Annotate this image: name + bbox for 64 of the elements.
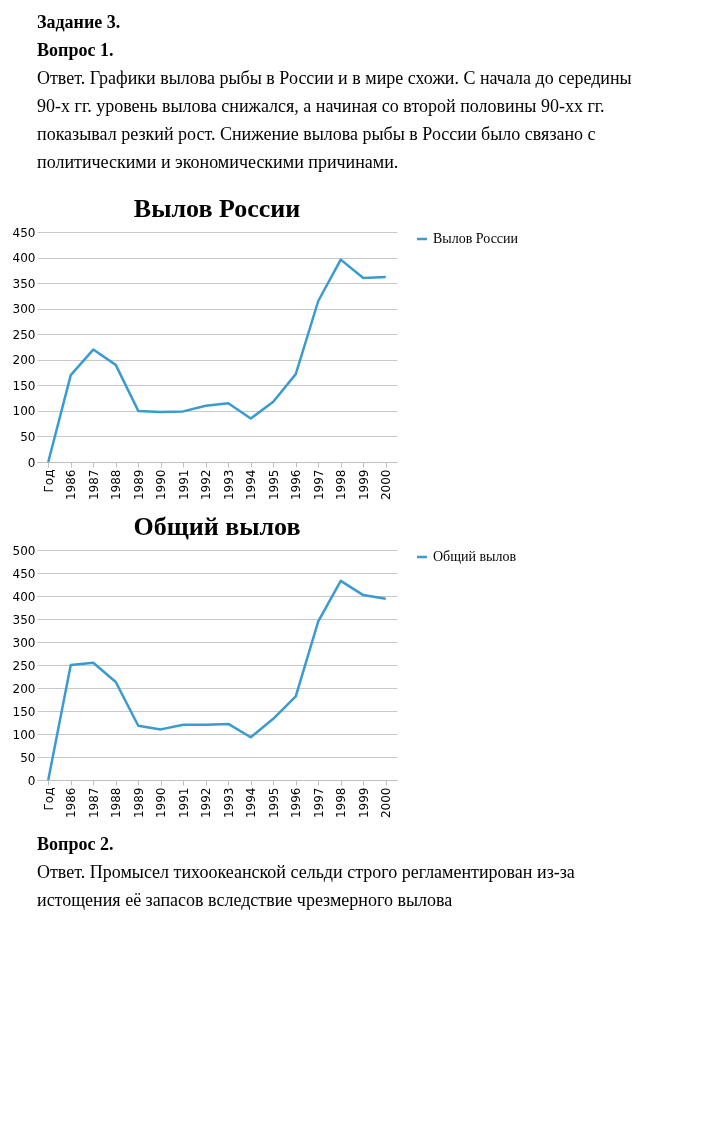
x-tick-label: 1990 (154, 469, 169, 501)
x-tick-label: 1987 (86, 787, 101, 819)
text: Ответ. Промысел тихоокеанской сельди строго регламентирован из-за истощения её запасов вследствие чрезмерного вылова (37, 862, 575, 910)
y-tick-label: 100 (12, 727, 36, 742)
x-tick-label: 1997 (311, 787, 326, 819)
x-tick-label: 1993 (221, 469, 236, 501)
x-tick-label: 1999 (356, 787, 371, 819)
y-tick-label: 450 (12, 566, 36, 581)
x-tick-label: Год (41, 469, 56, 493)
legend-label: Вылов России (433, 231, 519, 246)
x-tick-label: 2000 (379, 469, 394, 501)
x-tick-label: 1991 (176, 469, 191, 501)
text: Ответ. Графики вылова рыбы в России и в мире схожи. С начала до середины 90-х гг. уровень вылова снижался, а начиная со второй половины 90-хх гг. показывал резкий рост. Снижение вылова рыбы в России было связано с политическими и экономическими причинами. (37, 68, 632, 172)
y-tick-label: 200 (12, 681, 36, 696)
y-tick-label: 250 (12, 658, 36, 673)
y-tick-label: 50 (20, 429, 36, 444)
y-tick-label: 100 (12, 404, 36, 419)
x-tick-label: 1998 (334, 787, 349, 819)
y-tick-label: 150 (12, 378, 36, 393)
x-tick-label: 1998 (334, 469, 349, 501)
x-tick-label: 1992 (199, 787, 214, 819)
y-tick-label: 300 (12, 302, 36, 317)
x-tick-label: 1988 (109, 469, 124, 501)
x-tick-label: Год (41, 787, 56, 811)
x-tick-label: 1996 (289, 787, 304, 819)
x-tick-label: 1991 (176, 787, 191, 819)
y-tick-label: 200 (12, 353, 36, 368)
x-tick-label: 2000 (379, 787, 394, 819)
y-tick-label: 450 (12, 225, 36, 240)
x-tick-label: 1994 (244, 469, 259, 501)
y-tick-label: 350 (12, 276, 36, 291)
x-tick-label: 1999 (356, 469, 371, 501)
line-series (47, 258, 387, 464)
line-series (47, 579, 387, 782)
legend-label: Общий вылов (433, 549, 517, 564)
x-tick-label: 1993 (221, 787, 236, 819)
text: Вопрос 2. (37, 834, 114, 854)
chart-title: Общий вылов (133, 512, 301, 541)
text: Задание 3. (37, 12, 121, 32)
y-tick-label: 250 (12, 327, 36, 342)
x-tick-label: 1995 (266, 787, 281, 819)
y-tick-label: 350 (12, 612, 36, 627)
x-tick-label: 1989 (131, 469, 146, 501)
chart-title: Вылов России (133, 194, 301, 223)
y-tick-label: 400 (12, 251, 36, 266)
text: Вопрос 1. (37, 40, 114, 60)
x-tick-label: 1987 (86, 469, 101, 501)
x-tick-label: 1996 (289, 469, 304, 501)
y-tick-label: 50 (20, 750, 36, 765)
x-tick-label: 1995 (266, 469, 281, 501)
y-tick-label: 150 (12, 704, 36, 719)
x-tick-label: 1986 (64, 469, 79, 501)
x-tick-label: 1988 (109, 787, 124, 819)
x-tick-label: 1990 (154, 787, 169, 819)
y-tick-label: 0 (27, 455, 36, 470)
y-tick-label: 400 (12, 589, 36, 604)
y-tick-label: 0 (27, 773, 36, 788)
y-tick-label: 300 (12, 635, 36, 650)
x-tick-label: 1992 (199, 469, 214, 501)
x-tick-label: 1994 (244, 787, 259, 819)
x-tick-label: 1997 (311, 469, 326, 501)
x-tick-label: 1986 (64, 787, 79, 819)
x-tick-label: 1989 (131, 787, 146, 819)
y-tick-label: 500 (12, 543, 36, 558)
